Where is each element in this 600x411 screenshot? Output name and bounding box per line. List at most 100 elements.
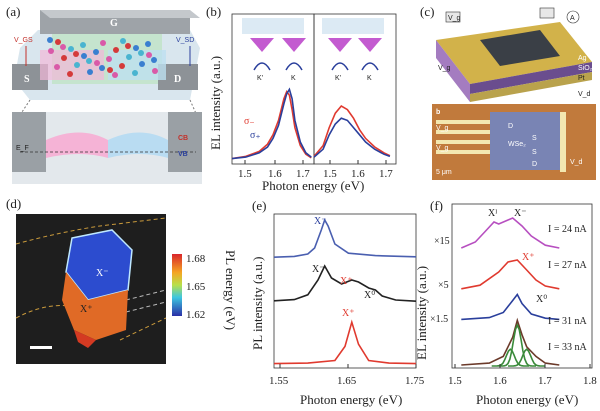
f-series (460, 217, 560, 367)
drain-label: D (174, 74, 181, 85)
panel-label-b: (b) (206, 4, 222, 19)
carrier-ball (80, 42, 86, 48)
e-xlabel: Photon energy (eV) (300, 392, 402, 407)
carrier-ball (87, 69, 93, 75)
c-electrodes (436, 112, 566, 172)
f-xtick: 1.5 (448, 375, 462, 387)
f-fit-component-0 (491, 348, 529, 367)
gate-label: G (110, 18, 118, 29)
c-probe-2 (539, 7, 555, 19)
d-xminus-label: X⁻ (96, 268, 109, 279)
c-probe-1 (445, 11, 461, 23)
c-d2: D (532, 161, 537, 168)
d-tick-162: 1.62 (186, 309, 205, 321)
valley-cone-right (282, 38, 306, 52)
f-line-3 (461, 317, 560, 366)
b-xtick: 1.6 (351, 168, 365, 180)
b-xtick: 1.7 (296, 168, 310, 180)
b-right-sigma-minus-line (313, 104, 391, 157)
c-electrode-finger (436, 140, 490, 144)
k-label-2: K (367, 75, 372, 82)
f-ticks: 1.5 1.6 1.7 1.8 (448, 364, 597, 387)
k-prime-label: K' (257, 75, 263, 82)
f-ylabel: EL intensity (a.u.) (414, 266, 429, 360)
c-layer-ag: Ag (578, 55, 587, 62)
c-a-label: A (570, 15, 575, 22)
valley-cone-left (250, 38, 274, 52)
valley-cone-left2-low (331, 62, 349, 71)
carrier-ball (67, 71, 73, 77)
d-colorbar-label: PL energy (eV) (223, 250, 238, 330)
f-frame (451, 203, 593, 369)
e-xm2: X⁻ (312, 264, 325, 275)
e-ticks: 1.55 1.65 1.75 (269, 364, 425, 387)
c-ammeter (566, 10, 580, 24)
f-xi: Xᴵ (488, 208, 497, 219)
e-xtick: 1.55 (269, 375, 289, 387)
e-frame (273, 213, 417, 369)
c-vd2: V_d (570, 159, 583, 166)
c-s2: S (532, 149, 537, 156)
carrier-ball (93, 49, 99, 55)
cb-label: CB (178, 135, 188, 142)
b-xlabel: Photon energy (eV) (262, 178, 364, 193)
d-flake-orange (62, 272, 128, 340)
c-vg3: V_g (436, 125, 449, 132)
d-tick-168: 1.68 (186, 253, 206, 265)
k-label: K (291, 75, 296, 82)
vgs-label: V_GS (14, 37, 33, 44)
b-right-frame (313, 13, 397, 165)
electron-balls (47, 37, 158, 78)
carrier-ball (151, 57, 157, 63)
carrier-ball (48, 48, 54, 54)
c-electrode-bar (560, 112, 566, 172)
source-label: S (24, 74, 30, 85)
b-left-sigma-plus-line (231, 87, 312, 160)
e-xtick: 1.75 (405, 375, 425, 387)
carrier-ball (139, 61, 145, 67)
c-vg-label: V_g (448, 15, 461, 22)
f-current-27: I = 27 nA (548, 260, 587, 271)
carrier-ball (74, 62, 80, 68)
sigma-plus-label: σ₊ (250, 130, 261, 141)
e-ylabel: PL intensity (a.u.) (250, 257, 265, 350)
c-pt (470, 72, 592, 102)
b-inset-right (322, 18, 384, 34)
carrier-ball (73, 51, 79, 57)
f-fit-component-2 (508, 348, 546, 367)
f-line-1 (461, 259, 560, 290)
b-xtick: 1.7 (379, 168, 393, 180)
c-d1: D (508, 123, 513, 130)
f-scale-15: ×15 (434, 236, 450, 247)
e-black-line (273, 264, 417, 302)
c-layer-sio2: SiO₂ (578, 65, 593, 72)
f-xtick: 1.8 (583, 375, 597, 387)
k-prime-label-2: K' (335, 75, 341, 82)
f-xp: X⁺ (522, 252, 535, 263)
carrier-ball (119, 63, 125, 69)
f-xlabel: Photon energy (eV) (476, 392, 578, 407)
d-scalebar (30, 346, 52, 349)
valley-cone-right-low (285, 62, 303, 71)
panel-label-d: (d) (6, 196, 22, 211)
valley-cone-right2 (358, 38, 382, 52)
carrier-ball (68, 46, 74, 52)
panel-label-a: (a) (6, 4, 21, 19)
f-xm: X⁻ (514, 208, 527, 219)
f-xtick: 1.7 (538, 375, 552, 387)
b-left-sigma-minus-line (231, 89, 312, 160)
c-left-face (436, 40, 470, 102)
b-ylabel: EL intensity (a.u.) (208, 56, 223, 150)
c-flake (480, 30, 560, 66)
d-dashed-edge-5 (119, 317, 167, 341)
ef-label: E_F (16, 145, 29, 152)
d-xplus-label: X⁺ (80, 304, 93, 315)
c-s1: S (532, 135, 537, 142)
carrier-ball (133, 45, 139, 51)
carrier-ball (99, 65, 105, 71)
f-x0: X⁰ (536, 294, 547, 305)
carrier-ball (81, 53, 87, 59)
b-series (231, 87, 391, 160)
